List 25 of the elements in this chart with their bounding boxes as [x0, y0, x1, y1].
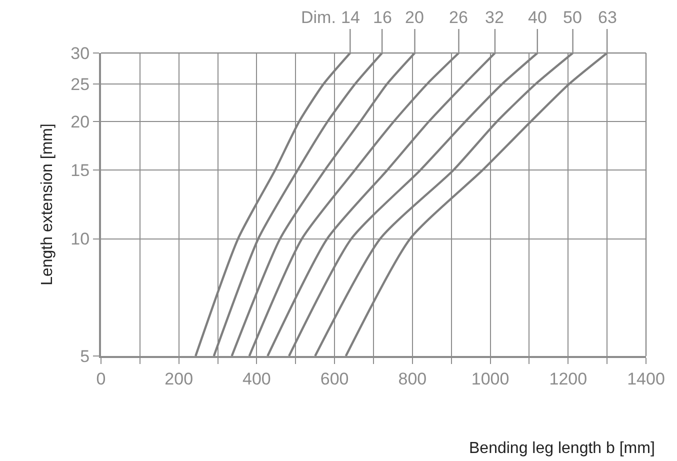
- x-tick-label: 0: [96, 369, 106, 388]
- series-label: 20: [405, 8, 424, 27]
- text: Dim.: [301, 8, 336, 27]
- series-label: 32: [485, 8, 504, 27]
- y-tick-label: 25: [70, 74, 90, 94]
- x-tick-label: 800: [398, 369, 427, 388]
- x-tick-label: 1400: [627, 369, 665, 388]
- y-tick-label: 30: [70, 44, 90, 63]
- x-tick-label: 1000: [471, 369, 510, 388]
- series-label: 16: [373, 8, 392, 27]
- y-tick-label: 5: [80, 346, 90, 366]
- y-tick-label: 15: [70, 161, 90, 180]
- y-axis-title: Length extension [mm]: [39, 124, 56, 286]
- x-tick-label: 400: [242, 369, 271, 388]
- x-tick-label: 600: [320, 369, 349, 388]
- x-axis-title: Bending leg length b [mm]: [469, 440, 655, 457]
- series-label: 26: [449, 8, 468, 27]
- y-tick-label: 20: [70, 112, 90, 132]
- series-label: 14: [341, 8, 360, 27]
- x-tick-label: 200: [164, 369, 194, 388]
- series-label: 63: [598, 8, 617, 27]
- x-tick-label: 1200: [549, 369, 588, 388]
- series-label: 40: [528, 8, 547, 27]
- series-label: 50: [563, 8, 582, 27]
- y-tick-label: 10: [70, 230, 90, 249]
